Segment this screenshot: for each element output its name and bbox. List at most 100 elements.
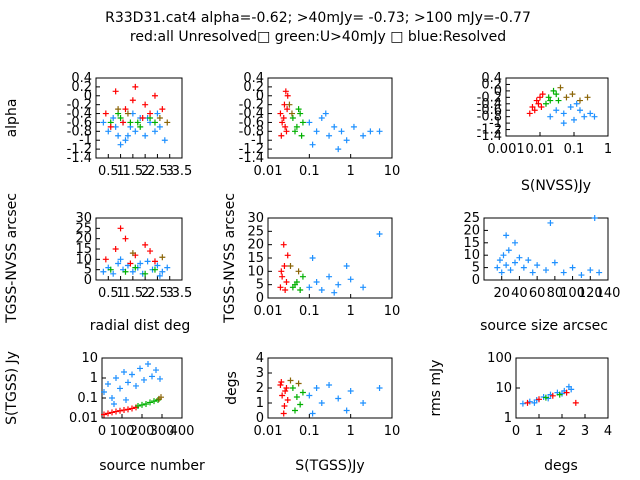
plot-frame xyxy=(515,357,609,419)
y-tick-label: 0 xyxy=(84,273,92,288)
data-point xyxy=(299,273,306,280)
data-point xyxy=(161,137,168,144)
data-point xyxy=(376,231,383,237)
data-point xyxy=(360,400,367,406)
data-point xyxy=(129,405,135,412)
data-point xyxy=(293,394,300,400)
data-point xyxy=(139,115,146,121)
data-point xyxy=(306,284,313,291)
y-tick-label: 0.4 xyxy=(71,71,92,86)
x-tick-label: 1.5 xyxy=(123,286,144,301)
data-point xyxy=(545,94,552,101)
data-point xyxy=(122,235,129,242)
data-point xyxy=(291,128,298,135)
data-point xyxy=(277,382,284,388)
data-point xyxy=(142,101,149,108)
data-point xyxy=(127,260,134,267)
data-point xyxy=(122,268,129,275)
data-point xyxy=(122,106,129,113)
y-tick-label: 0.2 xyxy=(71,80,92,95)
data-point xyxy=(123,396,129,403)
y-tick-label: 0.4 xyxy=(243,71,264,86)
y-tick-label: 0 xyxy=(256,291,264,306)
data-point xyxy=(343,137,350,144)
data-point xyxy=(503,262,510,269)
panel-3: 0.001 0.01 0.1 1 0.40.20-0.2-0.4-0.6-0.8-1-1… xyxy=(477,71,613,194)
x-tick-label: 200 xyxy=(130,424,155,439)
y-tick-label: -1.4 xyxy=(239,151,264,166)
data-point xyxy=(129,268,136,275)
x-tick-label: 2 xyxy=(141,286,149,301)
data-point xyxy=(153,367,159,374)
data-point xyxy=(525,257,532,264)
data-point xyxy=(551,259,558,266)
y-tick-label: 0 xyxy=(494,84,502,99)
data-point xyxy=(309,141,316,148)
data-point xyxy=(507,267,514,274)
x-tick-label: 20 xyxy=(493,286,510,301)
data-point xyxy=(553,107,560,114)
data-point xyxy=(496,257,503,264)
data-point xyxy=(529,269,536,276)
data-point xyxy=(142,270,149,277)
y-tick-label: -0.6 xyxy=(67,115,92,130)
data-point xyxy=(279,273,286,280)
data-point xyxy=(350,123,357,130)
x-tick-label: 1 xyxy=(535,424,543,439)
data-point xyxy=(142,132,149,139)
data-point xyxy=(289,385,296,391)
data-point xyxy=(498,269,505,276)
x-tick-label: 4 xyxy=(604,424,612,439)
x-tick-label: 2.5 xyxy=(147,164,168,179)
data-point xyxy=(109,395,115,401)
x-tick-label: 80 xyxy=(547,286,564,301)
plot-frame xyxy=(95,77,183,159)
data-point xyxy=(156,115,163,121)
plot-frame xyxy=(505,77,609,137)
data-point xyxy=(576,97,583,104)
x-tick-label: 0.01 xyxy=(526,142,555,157)
data-point xyxy=(376,385,383,391)
data-point xyxy=(158,394,164,401)
chart-title-line-1: R33D31.cat4 alpha=-0.62; >40mJy= -0.73; … xyxy=(105,10,531,26)
y-axis-label: TGSS-NVSS arcsec xyxy=(222,193,238,324)
data-point xyxy=(343,407,350,414)
data-point xyxy=(159,106,166,113)
x-tick-label: 10 xyxy=(384,304,401,319)
data-point xyxy=(335,146,342,153)
x-tick-label: 0.01 xyxy=(254,304,283,319)
y-tick-label: 0.4 xyxy=(481,71,502,86)
y-tick-label: 0.01 xyxy=(69,411,98,426)
data-point xyxy=(584,94,591,101)
data-point xyxy=(107,266,114,273)
y-tick-label: 20 xyxy=(75,232,92,247)
data-point xyxy=(576,107,583,114)
data-point xyxy=(100,268,107,275)
y-axis-label: S(TGSS) Jy xyxy=(4,351,20,425)
data-point xyxy=(127,119,134,126)
data-point xyxy=(129,371,135,378)
data-point xyxy=(277,284,284,291)
data-point xyxy=(107,123,114,130)
data-point xyxy=(105,128,112,135)
data-point xyxy=(573,100,580,107)
data-point xyxy=(122,137,129,144)
x-tick-label: 140 xyxy=(596,286,621,301)
data-point xyxy=(284,397,291,403)
data-point xyxy=(284,92,291,99)
x-tick-label: 0.1 xyxy=(299,424,320,439)
data-point xyxy=(560,269,567,276)
x-tick-label: 1 xyxy=(604,142,612,157)
data-point xyxy=(283,385,290,391)
x-tick-label: 1 xyxy=(116,286,124,301)
data-point xyxy=(154,110,161,117)
x-tick-label: 3 xyxy=(166,286,174,301)
data-point xyxy=(503,232,510,239)
data-point xyxy=(538,104,545,110)
data-point xyxy=(111,401,117,408)
y-tick-label: 15 xyxy=(247,251,264,266)
x-tick-label: 2 xyxy=(141,164,149,179)
y-tick-label: 10 xyxy=(75,252,92,267)
data-point xyxy=(157,375,163,382)
